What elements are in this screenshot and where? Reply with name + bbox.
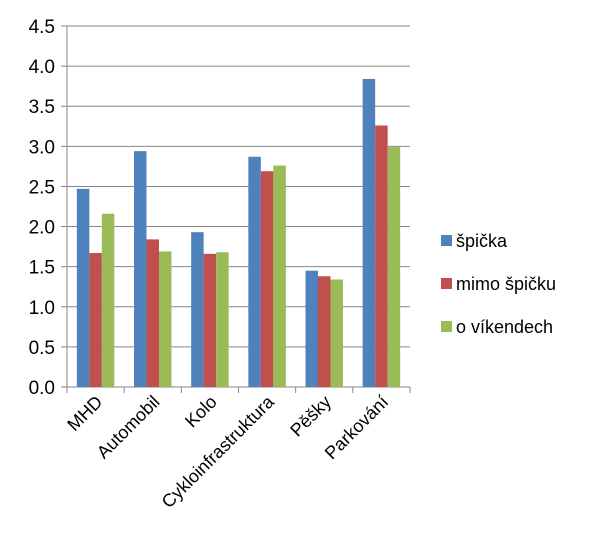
y-tick-label: 4.5 — [29, 17, 55, 38]
legend-swatch — [441, 235, 452, 246]
grid-lines — [67, 25, 410, 348]
bar-2-3 — [203, 253, 217, 387]
bar-1-1 — [76, 188, 90, 387]
bar-1-3 — [191, 232, 204, 387]
legend-label: mimo špičku — [456, 274, 556, 294]
x-category-label: Automobil — [93, 392, 164, 463]
bars — [76, 78, 401, 388]
bar-2-1 — [89, 253, 102, 387]
y-tick-label: 3.0 — [29, 137, 55, 158]
bar-1-2 — [134, 151, 147, 387]
y-tick-label: 0.0 — [29, 378, 55, 399]
bar-3-2 — [159, 251, 172, 387]
y-tick-label: 2.0 — [29, 218, 55, 239]
legend: špička mimo špičku o víkendech — [441, 231, 556, 337]
bar-2-5 — [318, 276, 331, 387]
bar-1-4 — [248, 156, 261, 387]
legend-label: špička — [456, 231, 508, 251]
bar-2-2 — [146, 239, 159, 387]
y-tick-label: 1.5 — [29, 258, 55, 279]
legend-swatch — [441, 321, 452, 332]
bar-2-4 — [260, 171, 274, 387]
x-category-label: Pěšky — [286, 392, 335, 441]
y-tick-label: 4.0 — [29, 57, 55, 78]
legend-swatch — [441, 278, 452, 289]
axes — [61, 25, 411, 393]
bar-3-3 — [216, 252, 229, 387]
bar-1-6 — [362, 78, 376, 388]
bar-3-1 — [101, 213, 115, 387]
y-tick-label: 2.5 — [29, 177, 55, 198]
bar-3-6 — [387, 147, 401, 387]
x-category-label: MHD — [63, 392, 106, 435]
bar-2-6 — [375, 125, 388, 387]
bar-3-5 — [330, 279, 343, 387]
x-category-label: Cykloinfrastruktura — [158, 391, 279, 512]
bar-1-5 — [305, 270, 318, 387]
x-category-label: Kolo — [181, 392, 221, 432]
y-tick-label: 3.5 — [29, 97, 55, 118]
bar-3-4 — [273, 165, 286, 387]
legend-label: o víkendech — [456, 317, 553, 337]
y-tick-label: 1.0 — [29, 298, 55, 319]
y-tick-label: 0.5 — [29, 338, 55, 359]
